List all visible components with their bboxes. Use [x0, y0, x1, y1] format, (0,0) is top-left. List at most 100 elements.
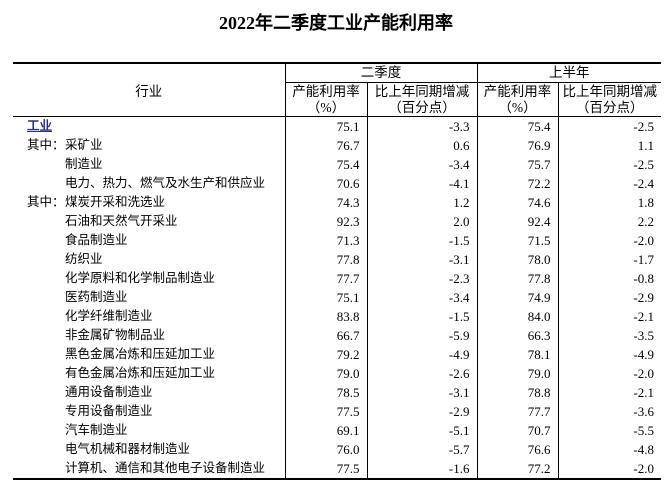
q2-change-cell: -5.7 — [366, 440, 477, 459]
table-body: 工业 75.1 -3.3 75.4 -2.5 其中：采矿业 76.7 0.6 76.9 1.1 制造… — [13, 116, 661, 479]
industry-total-link[interactable]: 工业 — [27, 119, 53, 133]
q2-utilization-cell: 76.7 — [284, 136, 367, 155]
h1-change-cell: -2.0 — [557, 364, 661, 383]
industry-cell: 其中：煤炭开采和洗选业 — [13, 193, 285, 212]
industry-cell: 计算机、通信和其他电子设备制造业 — [13, 459, 285, 479]
q2-utilization-cell: 77.7 — [284, 269, 367, 288]
q2-change-cell: -3.4 — [366, 288, 477, 307]
industry-name-label: 专用设备制造业 — [65, 404, 153, 418]
h1-change-cell: -1.7 — [557, 250, 661, 269]
industry-name-label: 采矿业 — [65, 138, 103, 152]
header-line: 比上年同期增减 — [562, 83, 658, 99]
table-row: 电力、热力、燃气及水生产和供应业 70.6 -4.1 72.2 -2.4 — [13, 174, 661, 193]
q2-utilization-cell: 75.1 — [284, 116, 367, 136]
q2-utilization-cell: 77.5 — [284, 459, 367, 479]
industry-cell: 制造业 — [13, 155, 285, 174]
table-row: 有色金属冶炼和压延加工业 79.0 -2.6 79.0 -2.0 — [13, 364, 661, 383]
table-row: 化学纤维制造业 83.8 -1.5 84.0 -2.1 — [13, 307, 661, 326]
q2-utilization-cell: 83.8 — [284, 307, 367, 326]
row-prefix-label: 其中： — [27, 138, 65, 152]
industry-cell: 汽车制造业 — [13, 421, 285, 440]
industry-cell: 非金属矿物制品业 — [13, 326, 285, 345]
q2-change-cell: -2.3 — [366, 269, 477, 288]
industry-cell: 食品制造业 — [13, 231, 285, 250]
table-row: 黑色金属冶炼和压延加工业 79.2 -4.9 78.1 -4.9 — [13, 345, 661, 364]
table-header: 行业 二季度 上半年 产能利用率 （%） 比上年同期增减 （百分点） 产能利用率… — [13, 63, 661, 117]
q2-utilization-cell: 69.1 — [284, 421, 367, 440]
q2-utilization-cell: 74.3 — [284, 193, 367, 212]
header-line: 产能利用率 — [292, 83, 360, 99]
header-sub-row: 产能利用率 （%） 比上年同期增减 （百分点） 产能利用率 （%） 比上年同期增… — [13, 82, 661, 117]
industry-cell: 电力、热力、燃气及水生产和供应业 — [13, 174, 285, 193]
h1-change-cell: -0.8 — [557, 269, 661, 288]
industry-cell: 专用设备制造业 — [13, 402, 285, 421]
industry-name-label: 化学纤维制造业 — [65, 309, 153, 323]
h1-utilization-cell: 76.6 — [476, 440, 558, 459]
industry-cell: 医药制造业 — [13, 288, 285, 307]
h1-change-cell: 1.1 — [557, 136, 661, 155]
industry-name-label: 计算机、通信和其他电子设备制造业 — [65, 461, 266, 475]
q2-utilization-cell: 77.8 — [284, 250, 367, 269]
table-row: 汽车制造业 69.1 -5.1 70.7 -5.5 — [13, 421, 661, 440]
q2-utilization-cell: 78.5 — [284, 383, 367, 402]
industry-name-label: 医药制造业 — [65, 290, 128, 304]
table-row: 纺织业 77.8 -3.1 78.0 -1.7 — [13, 250, 661, 269]
table-row: 专用设备制造业 77.5 -2.9 77.7 -3.6 — [13, 402, 661, 421]
q2-change-cell: -3.4 — [366, 155, 477, 174]
q2-utilization-cell: 70.6 — [284, 174, 367, 193]
q2-change-cell: -5.1 — [366, 421, 477, 440]
h1-change-cell: -2.0 — [557, 459, 661, 479]
h1-utilization-cell: 76.9 — [476, 136, 558, 155]
industry-name-label: 汽车制造业 — [65, 423, 128, 437]
h1-change-cell: -4.9 — [557, 345, 661, 364]
h1-change-cell: -3.6 — [557, 402, 661, 421]
industry-name-label: 食品制造业 — [65, 233, 128, 247]
table-row: 化学原料和化学制品制造业 77.7 -2.3 77.8 -0.8 — [13, 269, 661, 288]
h1-utilization-cell: 75.7 — [476, 155, 558, 174]
header-line: （百分点） — [388, 99, 456, 115]
table-row: 其中：采矿业 76.7 0.6 76.9 1.1 — [13, 136, 661, 155]
industry-name-label: 制造业 — [65, 157, 103, 171]
header-q2-utilization: 产能利用率 （%） — [284, 82, 367, 117]
industry-cell: 电气机械和器材制造业 — [13, 440, 285, 459]
header-line: （%） — [498, 99, 537, 115]
h1-utilization-cell: 77.7 — [476, 402, 558, 421]
h1-utilization-cell: 75.4 — [476, 116, 558, 136]
q2-change-cell: -3.1 — [366, 383, 477, 402]
industry-cell: 石油和天然气开采业 — [13, 212, 285, 231]
q2-change-cell: -4.1 — [366, 174, 477, 193]
h1-change-cell: -2.5 — [557, 155, 661, 174]
industry-name-label: 化学原料和化学制品制造业 — [65, 271, 216, 285]
q2-change-cell: 1.2 — [366, 193, 477, 212]
header-q2-change: 比上年同期增减 （百分点） — [366, 82, 477, 117]
industry-name-label: 电气机械和器材制造业 — [65, 442, 191, 456]
q2-utilization-cell: 66.7 — [284, 326, 367, 345]
table-row: 食品制造业 71.3 -1.5 71.5 -2.0 — [13, 231, 661, 250]
h1-change-cell: -5.5 — [557, 421, 661, 440]
h1-change-cell: 1.8 — [557, 193, 661, 212]
table-row: 通用设备制造业 78.5 -3.1 78.8 -2.1 — [13, 383, 661, 402]
header-line: 比上年同期增减 — [374, 83, 470, 99]
h1-change-cell: -2.4 — [557, 174, 661, 193]
q2-change-cell: -4.9 — [366, 345, 477, 364]
h1-change-cell: -2.9 — [557, 288, 661, 307]
q2-utilization-cell: 79.0 — [284, 364, 367, 383]
industry-name-label: 通用设备制造业 — [65, 385, 153, 399]
header-line: （%） — [306, 99, 346, 115]
h1-utilization-cell: 66.3 — [476, 326, 558, 345]
q2-change-cell: -3.1 — [366, 250, 477, 269]
h1-change-cell: -2.1 — [557, 307, 661, 326]
h1-change-cell: 2.2 — [557, 212, 661, 231]
h1-utilization-cell: 84.0 — [476, 307, 558, 326]
q2-change-cell: -2.9 — [366, 402, 477, 421]
q2-change-cell: -5.9 — [366, 326, 477, 345]
q2-utilization-cell: 71.3 — [284, 231, 367, 250]
industry-cell: 化学纤维制造业 — [13, 307, 285, 326]
table-row: 制造业 75.4 -3.4 75.7 -2.5 — [13, 155, 661, 174]
industry-name-label: 石油和天然气开采业 — [65, 214, 178, 228]
q2-change-cell: -3.3 — [366, 116, 477, 136]
table-row: 其中：煤炭开采和洗选业 74.3 1.2 74.6 1.8 — [13, 193, 661, 212]
capacity-utilization-table: 行业 二季度 上半年 产能利用率 （%） 比上年同期增减 （百分点） 产能利用率… — [13, 62, 661, 480]
h1-utilization-cell: 78.1 — [476, 345, 558, 364]
h1-change-cell: -2.0 — [557, 231, 661, 250]
